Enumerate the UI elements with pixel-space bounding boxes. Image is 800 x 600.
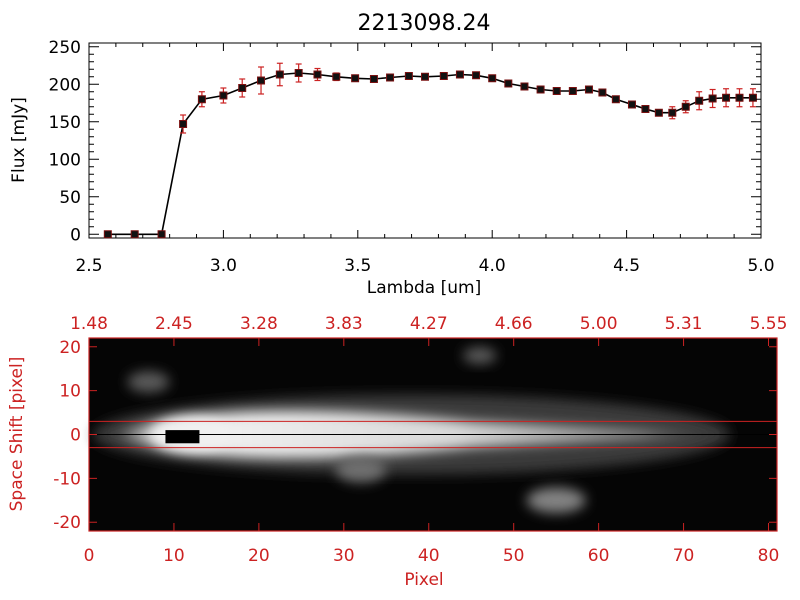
- image-ytick-label: -20: [53, 513, 81, 533]
- spectrum-point: [421, 72, 429, 81]
- spectrum-ytick-label: 250: [49, 38, 81, 58]
- spectrum-plot: 2.5 3.0 3.5 4.0 4.5 5.0 0 50 100 150 200 250 Lambda…: [9, 38, 775, 298]
- spectrum-point: [455, 70, 464, 79]
- spectrum-xtick-label: 3.0: [210, 256, 237, 276]
- image-blob: [127, 371, 170, 393]
- image-top-tick-label: 3.28: [240, 314, 278, 334]
- image-xtick-label: 70: [673, 546, 695, 566]
- spectrum-plot-frame: [88, 42, 762, 239]
- spectrum-point: [257, 76, 266, 85]
- image-xtick-label: 40: [418, 546, 440, 566]
- image-xtick-label: 50: [503, 546, 525, 566]
- spectrum-point: [641, 105, 650, 113]
- spectrum-xtick-label: 3.5: [344, 256, 371, 276]
- chart-title: 2213098.24: [358, 11, 491, 36]
- spectrum-point: [197, 95, 206, 104]
- spectrum-ytick-label: 0: [70, 225, 81, 245]
- spectrum-point: [404, 72, 413, 80]
- spectrum-point: [103, 230, 112, 239]
- image-xtick-label: 30: [333, 546, 355, 566]
- image-top-tick-label: 5.00: [580, 314, 618, 334]
- image-blob: [526, 487, 586, 514]
- spectrum-point: [748, 93, 757, 102]
- image-ytick-label: 10: [59, 382, 81, 402]
- spectrum-ytick-label: 100: [49, 150, 81, 170]
- spectrum-point: [369, 75, 378, 83]
- spectrum-point: [695, 96, 704, 105]
- spectrum-point: [313, 70, 322, 79]
- spectrum-point: [351, 74, 360, 83]
- spectrum-point: [219, 91, 228, 100]
- image-ytick-label: -10: [53, 469, 81, 489]
- spectrum-xlabel: Lambda [um]: [367, 278, 481, 298]
- image-xtick-label: 10: [163, 546, 185, 566]
- image-ytick-label: 20: [59, 338, 81, 358]
- image-ytick-label: 0: [70, 426, 81, 446]
- spectrum-ytick-label: 50: [59, 188, 81, 208]
- spectrum-point: [708, 94, 717, 103]
- image-top-tick-label: 1.48: [70, 314, 108, 334]
- spectrum-point: [238, 84, 247, 92]
- spectrum-point: [668, 108, 677, 117]
- spectrum-ylabel: Flux [mJy]: [9, 97, 29, 183]
- spectrum-xtick-label: 4.0: [479, 256, 506, 276]
- spectrum-point: [552, 87, 561, 95]
- spectrum-xtick-label: 4.5: [613, 256, 640, 276]
- spectrum-point: [568, 87, 577, 95]
- spectrum-point: [584, 85, 593, 94]
- spectrum-point: [275, 70, 284, 79]
- image-top-tick-label: 5.31: [665, 314, 703, 334]
- image-top-tick-label: 4.66: [495, 314, 533, 334]
- image-blob: [335, 456, 387, 483]
- spectrum-point: [488, 74, 497, 83]
- spectrum-point: [157, 230, 166, 239]
- spectrum-series: [103, 62, 757, 239]
- spectrum-point: [386, 73, 395, 82]
- spectrum-point: [654, 108, 663, 117]
- image-top-tick-label: 3.83: [325, 314, 363, 334]
- spectrum-xtick-label: 2.5: [75, 256, 102, 276]
- spectrum-point: [681, 102, 690, 111]
- spectrum-point: [536, 85, 545, 94]
- image-blob: [462, 347, 497, 364]
- image-top-tick-label: 4.27: [410, 314, 448, 334]
- saturated-core: [165, 430, 200, 444]
- spectrum-point: [439, 72, 448, 80]
- spectrum-point: [735, 93, 744, 102]
- spectrum-xtick-label: 5.0: [747, 256, 774, 276]
- spectral-image-xlabel: Pixel: [404, 570, 443, 590]
- spectrum-ticks: 2.5 3.0 3.5 4.0 4.5 5.0 0 50 100 150 200 250: [49, 38, 775, 276]
- spectrum-point: [472, 71, 481, 80]
- spectrum-point: [504, 79, 513, 88]
- image-xtick-label: 20: [248, 546, 270, 566]
- spectrum-ytick-label: 150: [49, 113, 81, 133]
- spectrum-point: [627, 100, 636, 109]
- image-xtick-label: 60: [588, 546, 610, 566]
- spectrum-ytick-label: 200: [49, 75, 81, 95]
- spectrum-point: [294, 69, 303, 77]
- image-top-tick-label: 2.45: [155, 314, 193, 334]
- spectral-image-ticks: 0 10 20 30 40 50 60 70 80 1.48 2.45 3.28 3.83 4.27 4.6…: [53, 314, 787, 566]
- image-xtick-label: 80: [758, 546, 780, 566]
- spectrum-point: [520, 82, 529, 91]
- spectrum-point: [179, 120, 188, 128]
- image-top-tick-label: 5.55: [750, 314, 788, 334]
- spectral-image-ylabel: Space Shift [pixel]: [7, 357, 27, 512]
- spectrum-point: [598, 88, 607, 97]
- spectrum-point: [130, 230, 139, 239]
- spectral-image-plot: 0 10 20 30 40 50 60 70 80 1.48 2.45 3.28 3.83 4.27 4.6…: [7, 314, 787, 590]
- spectrum-point: [611, 95, 620, 104]
- spectrum-point: [722, 93, 731, 102]
- spectrum-point: [332, 72, 341, 81]
- image-xtick-label: 0: [84, 546, 95, 566]
- spectral-image: [89, 338, 777, 531]
